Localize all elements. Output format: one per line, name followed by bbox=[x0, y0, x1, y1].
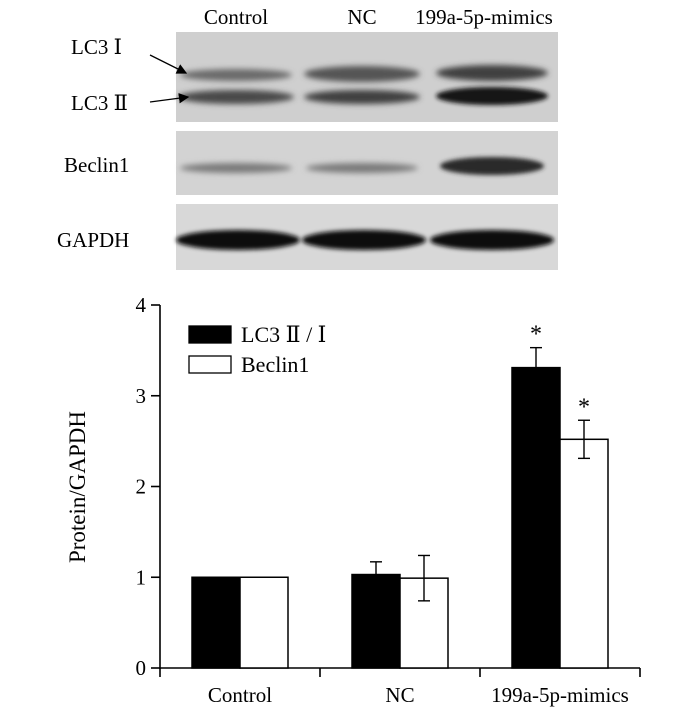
lc3-i-band-mimics bbox=[436, 65, 548, 81]
lc3-ii-band-control bbox=[178, 90, 294, 104]
lane-label-control: Control bbox=[204, 5, 268, 29]
lc3-ii-band-nc bbox=[304, 90, 420, 104]
significance-asterisk: * bbox=[530, 322, 542, 348]
gapdh-band-nc bbox=[302, 230, 426, 250]
bars bbox=[191, 366, 609, 669]
x-tick-label: 199a-5p-mimics bbox=[491, 683, 629, 707]
beclin1-blot bbox=[176, 131, 558, 195]
lc3-i-band-nc bbox=[304, 66, 420, 82]
lc3-ii-arrow bbox=[149, 93, 190, 104]
lane-label-nc: NC bbox=[347, 5, 376, 29]
bar-beclin1-2 bbox=[559, 438, 609, 669]
beclin1-band-control bbox=[180, 163, 292, 173]
x-tick-label: Control bbox=[208, 683, 272, 707]
western-blot: Control NC 199a-5p-mimics LC3 Ⅰ LC3 Ⅱ Be… bbox=[57, 5, 558, 270]
significance-markers: ** bbox=[530, 322, 590, 421]
legend-swatch-beclin1 bbox=[188, 355, 232, 374]
lc3-blot bbox=[176, 32, 558, 122]
beclin1-band-mimics bbox=[440, 157, 544, 175]
y-tick-label: 0 bbox=[136, 656, 147, 680]
y-tick-label: 3 bbox=[136, 384, 147, 408]
legend-swatch-lc3 bbox=[188, 325, 232, 344]
lc3-i-arrow bbox=[149, 54, 188, 74]
lc3-i-label: LC3 Ⅰ bbox=[71, 35, 122, 59]
y-tick-label: 2 bbox=[136, 475, 147, 499]
bar-lc3-1 bbox=[351, 573, 401, 669]
error-bars bbox=[370, 346, 590, 602]
bar-lc3-0 bbox=[191, 576, 241, 669]
beclin1-label: Beclin1 bbox=[64, 153, 129, 177]
bar-beclin1-0 bbox=[239, 576, 289, 669]
legend-label-lc3: LC3 Ⅱ / Ⅰ bbox=[241, 322, 326, 347]
gapdh-label: GAPDH bbox=[57, 228, 129, 252]
gapdh-band-control bbox=[176, 230, 300, 250]
legend: LC3 Ⅱ / Ⅰ Beclin1 bbox=[188, 322, 326, 377]
legend-label-beclin1: Beclin1 bbox=[241, 352, 309, 377]
bar-lc3-2 bbox=[511, 366, 561, 669]
lc3-i-band-control bbox=[180, 69, 292, 81]
significance-asterisk: * bbox=[578, 394, 590, 420]
lc3-ii-label: LC3 Ⅱ bbox=[71, 91, 128, 115]
beclin1-band-nc bbox=[306, 163, 418, 173]
y-tick-label: 4 bbox=[136, 293, 147, 317]
y-axis-title: Protein/GAPDH bbox=[65, 411, 90, 563]
lane-label-mimics: 199a-5p-mimics bbox=[415, 5, 553, 29]
y-tick-label: 1 bbox=[136, 565, 147, 589]
gapdh-blot bbox=[176, 204, 558, 270]
x-tick-label: NC bbox=[385, 683, 414, 707]
lc3-ii-band-mimics bbox=[436, 87, 548, 105]
gapdh-band-mimics bbox=[430, 230, 554, 250]
